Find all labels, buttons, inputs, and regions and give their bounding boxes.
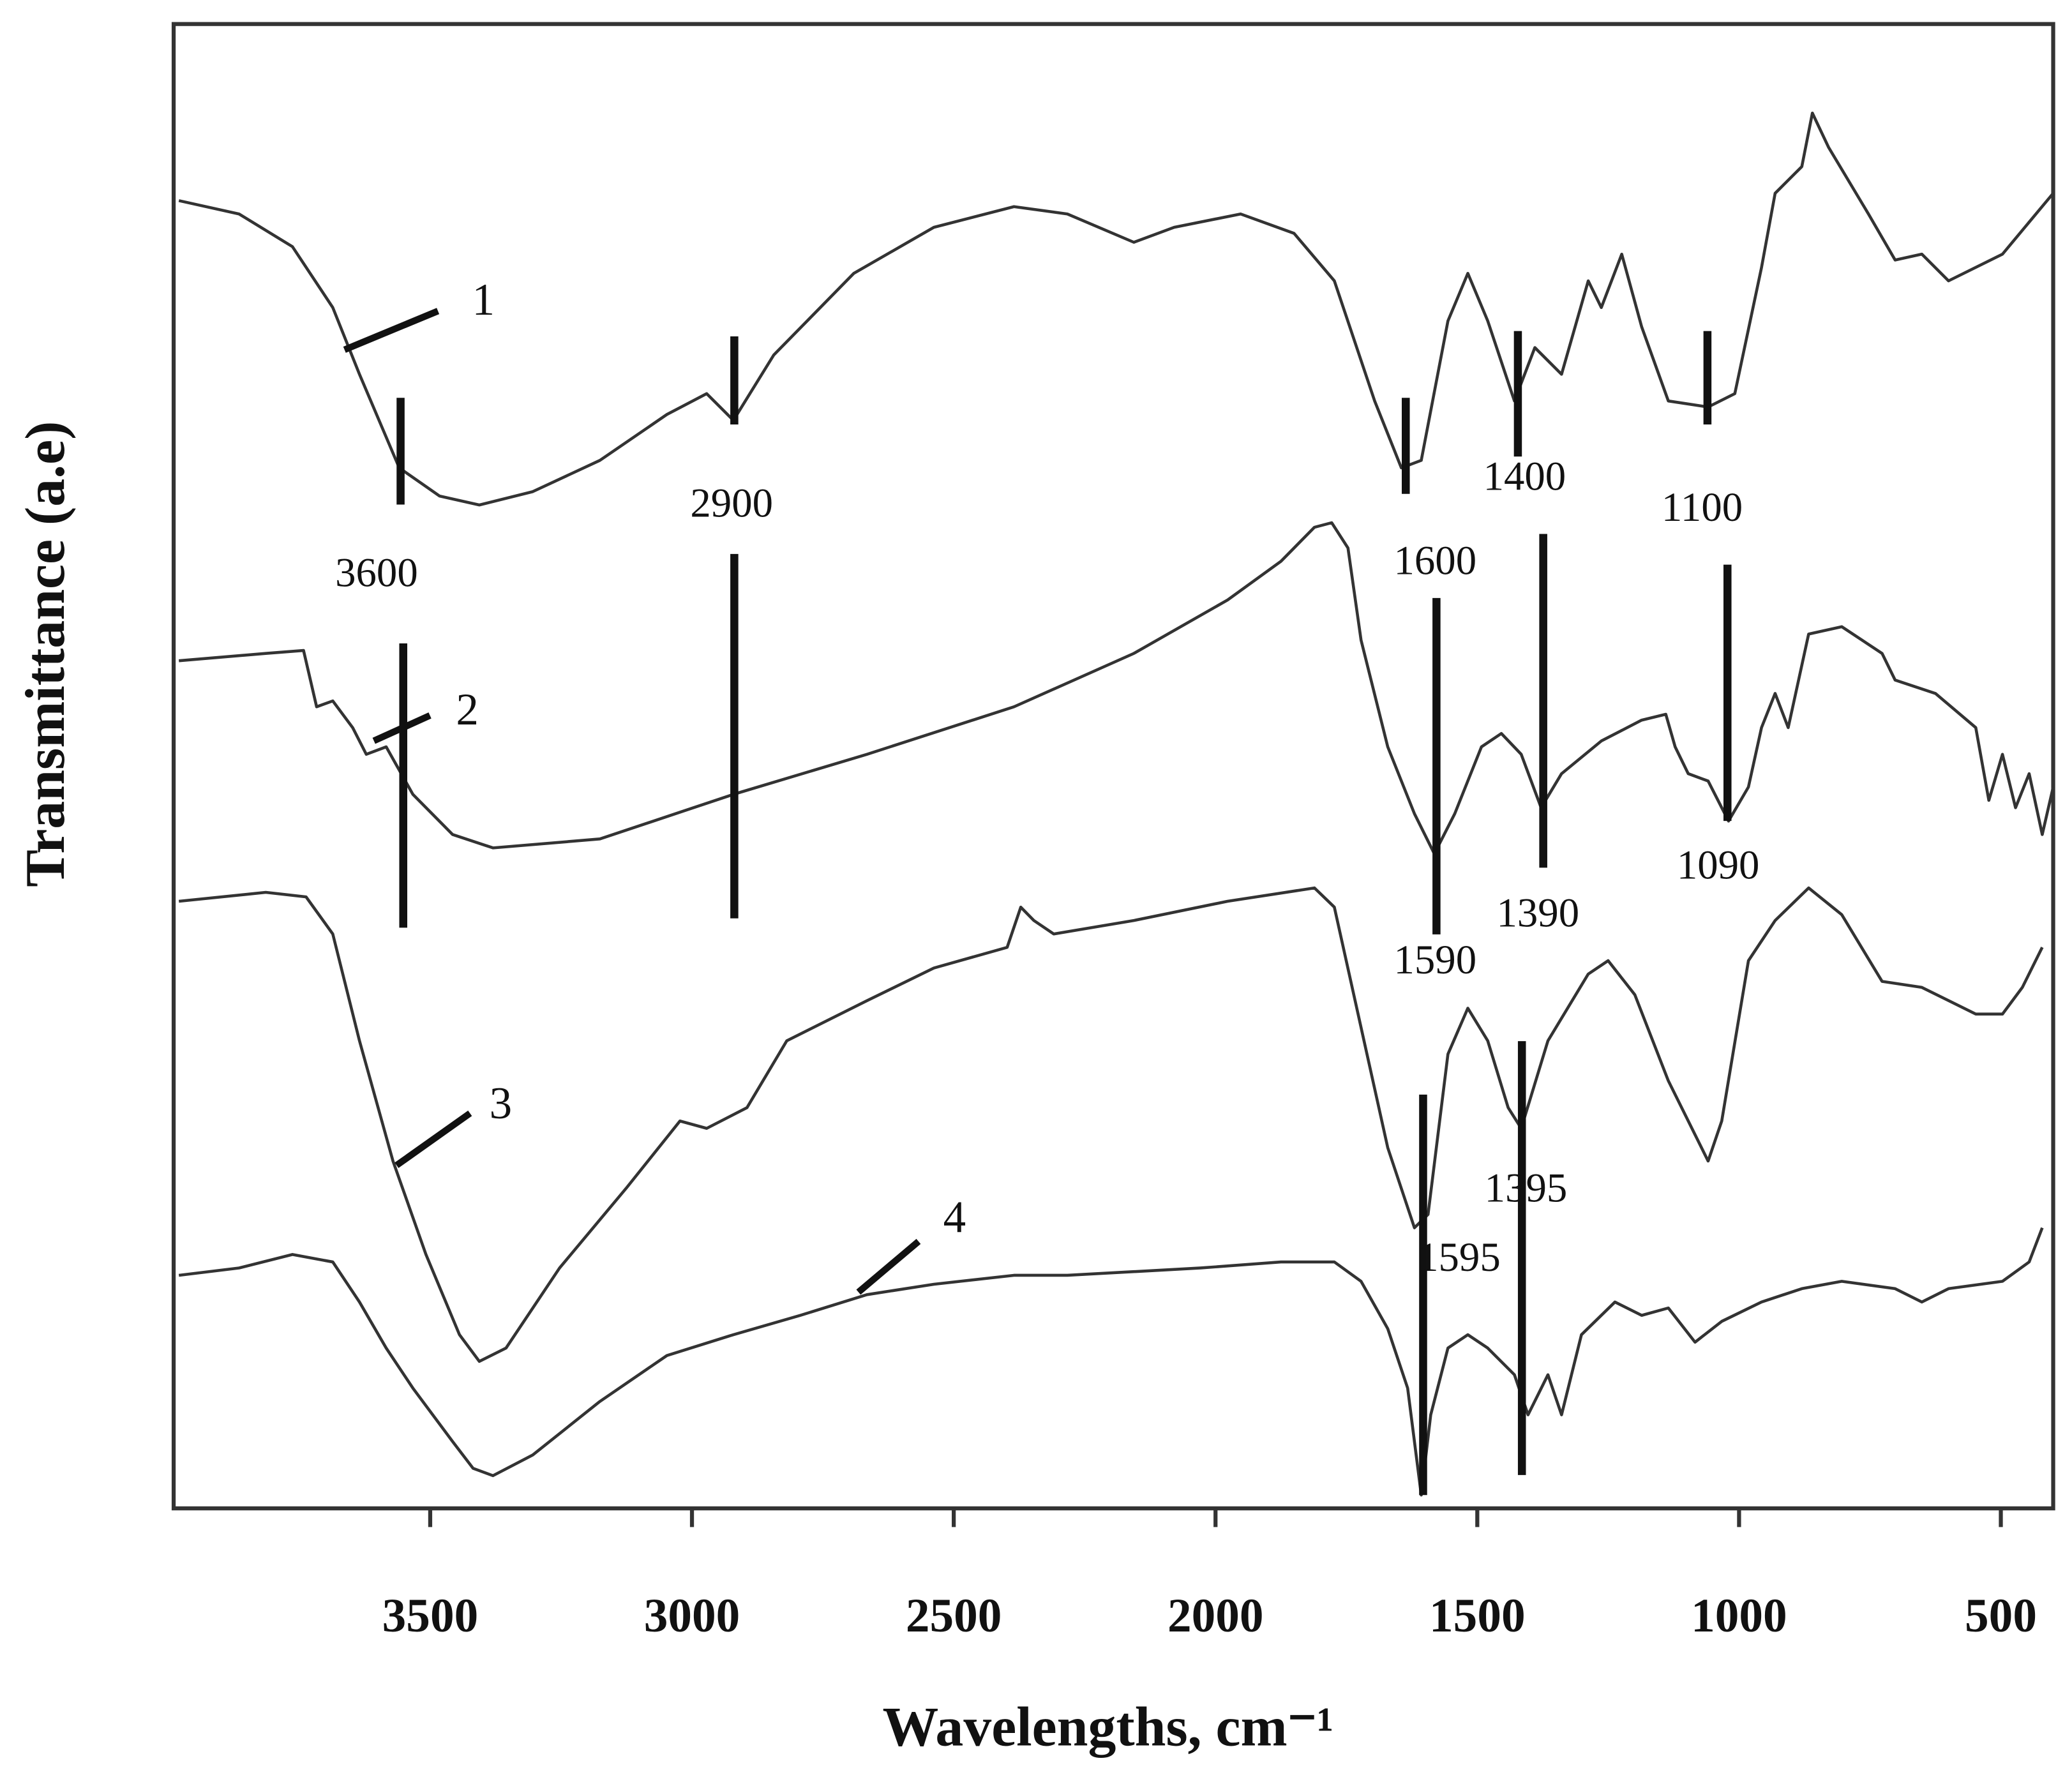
peak-label: 1395 bbox=[1485, 1165, 1568, 1211]
peak-label: 1590 bbox=[1393, 937, 1476, 983]
x-tick-label: 3500 bbox=[382, 1589, 479, 1642]
peak-label: 1390 bbox=[1496, 890, 1579, 936]
y-axis-title: Transmittance (a.e) bbox=[14, 421, 76, 887]
peak-label: 1100 bbox=[1662, 484, 1743, 530]
x-tick-label: 1500 bbox=[1429, 1589, 1526, 1642]
curve-label: 1 bbox=[472, 275, 495, 325]
peak-label: 3600 bbox=[335, 550, 418, 596]
peak-label: 1600 bbox=[1393, 537, 1476, 583]
peak-label: 1400 bbox=[1483, 454, 1566, 500]
x-tick-label: 1000 bbox=[1691, 1589, 1787, 1642]
x-tick-label: 2000 bbox=[1167, 1589, 1264, 1642]
x-tick-label: 2500 bbox=[906, 1589, 1002, 1642]
spectrum-line bbox=[178, 886, 2044, 1363]
x-tick-label: 500 bbox=[1965, 1589, 2037, 1642]
x-tick-label: 3000 bbox=[644, 1589, 740, 1642]
peak-label: 1090 bbox=[1677, 842, 1760, 888]
spectrum-line bbox=[178, 111, 2055, 507]
leader-line bbox=[394, 1110, 472, 1168]
curve-label: 3 bbox=[490, 1079, 513, 1129]
peak-label: 2900 bbox=[690, 481, 773, 527]
leader-line bbox=[856, 1238, 921, 1295]
x-axis-title: Wavelengths, cm⁻¹ bbox=[882, 1696, 1333, 1758]
plot-frame bbox=[171, 22, 2055, 1511]
spectrum-line bbox=[179, 521, 2055, 855]
spectrum-line bbox=[178, 1227, 2044, 1497]
curve-label: 2 bbox=[456, 685, 479, 735]
curve-label: 4 bbox=[943, 1192, 966, 1242]
peak-label: 1595 bbox=[1418, 1234, 1501, 1280]
leader-line bbox=[343, 308, 440, 353]
